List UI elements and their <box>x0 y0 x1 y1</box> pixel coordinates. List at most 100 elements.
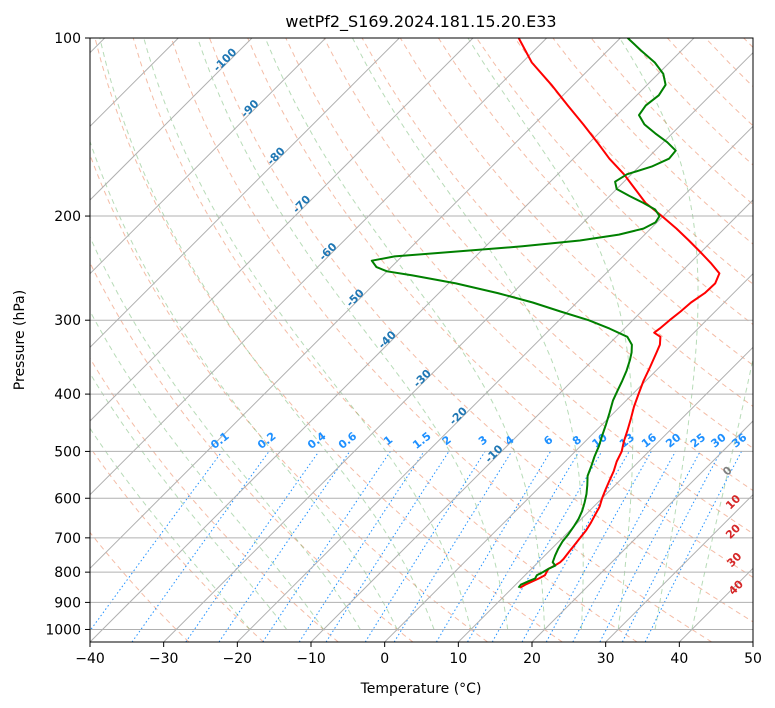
isotherm-line <box>678 567 753 642</box>
y-tick-label: 900 <box>54 595 81 611</box>
y-tick-label: 700 <box>54 531 81 547</box>
chart-title: wetPf2_S169.2024.181.15.20.E33 <box>285 12 556 32</box>
x-tick-label: 30 <box>597 651 615 667</box>
mixing-ratio-label: 8 <box>570 433 584 448</box>
y-tick-label: 500 <box>54 444 81 460</box>
y-tick-label: 1000 <box>45 622 81 638</box>
mixing-ratio-label: 0.6 <box>336 429 360 451</box>
mixing-ratio-line <box>90 451 223 632</box>
x-axis-ticks: −40 −30 −20 −10 0 10 20 30 40 50 <box>75 642 762 667</box>
mixing-ratio-label: 36 <box>729 431 749 451</box>
mixing-ratio-line <box>435 451 552 642</box>
moist-adiabat-line <box>691 356 753 630</box>
dry-adiabat-line <box>209 38 753 623</box>
mixing-ratio-line <box>572 451 676 642</box>
mixing-ratio-line <box>545 451 652 642</box>
temperature-profile-line <box>517 38 721 589</box>
dry-adiabat-line <box>90 531 190 642</box>
x-tick-label: −20 <box>223 651 253 667</box>
dry-adiabat-line <box>247 38 753 578</box>
x-tick-label: −30 <box>149 651 179 667</box>
dry-adiabat-label: -50 <box>344 286 367 309</box>
mixing-ratio-line <box>185 451 320 642</box>
dry-adiabat-label: -40 <box>376 328 399 351</box>
y-tick-label: 300 <box>54 313 81 329</box>
isotherm-line <box>90 38 548 496</box>
mixing-ratio-line <box>325 451 450 642</box>
mixing-ratio-line <box>364 451 486 642</box>
dry-adiabat-line <box>590 38 753 206</box>
dry-adiabat-line <box>90 261 414 642</box>
y-tick-label: 400 <box>54 387 81 403</box>
mixing-ratio-label: 3 <box>476 433 490 448</box>
y-tick-label: 800 <box>54 565 81 581</box>
moist-adiabat-line <box>90 427 251 630</box>
dry-adiabat-line <box>170 38 712 642</box>
dry-adiabat-label: -70 <box>290 193 313 216</box>
mixing-ratio-line <box>621 451 722 642</box>
moist-adiabat-line <box>197 38 509 630</box>
mixing-ratio-line <box>599 451 701 642</box>
moist-adiabat-label: 20 <box>723 521 743 541</box>
x-tick-label: 0 <box>380 651 389 667</box>
dry-adiabat-label: -80 <box>265 144 288 167</box>
isotherm-line <box>90 38 400 349</box>
moist-adiabat-line <box>264 38 545 630</box>
dry-adiabat-label: -30 <box>411 367 434 390</box>
y-axis-label: Pressure (hPa) <box>12 290 28 390</box>
x-tick-label: 40 <box>670 651 688 667</box>
isotherm-line <box>531 420 753 642</box>
moist-adiabat-label: 10 <box>723 492 743 512</box>
dry-adiabat-line <box>514 38 753 285</box>
mixing-ratio-label: 16 <box>639 431 659 451</box>
mixing-ratio-label: 0.2 <box>255 430 278 452</box>
moist-adiabat-line <box>467 38 634 630</box>
mixing-ratio-label: 4 <box>503 433 517 448</box>
mixing-ratio-label: 25 <box>688 431 708 451</box>
profile-series <box>370 38 721 589</box>
moist-adiabats <box>90 38 753 630</box>
y-axis-ticks: 100 200 300 400 500 600 700 800 900 1000 <box>45 31 90 638</box>
moist-adiabat-line <box>90 139 398 630</box>
isotherm-line <box>752 641 753 642</box>
dry-adiabat-label: -60 <box>316 240 339 263</box>
isotherm-line <box>163 51 753 642</box>
mixing-ratio-line <box>218 451 351 642</box>
dewpoint-profile-line <box>370 38 677 589</box>
x-tick-label: −10 <box>296 651 326 667</box>
dry-adiabat-line <box>705 38 753 88</box>
mixing-ratio-line <box>644 451 742 642</box>
mixing-ratio-line <box>393 451 513 642</box>
moist-adiabat-line <box>352 38 584 630</box>
moist-adiabat-line <box>90 372 288 630</box>
isobar-grid <box>90 38 753 630</box>
mixing-ratio-label: 0.4 <box>305 429 329 451</box>
y-tick-label: 200 <box>54 209 81 225</box>
moist-adiabat-line <box>143 38 472 630</box>
isotherm-line <box>90 38 327 275</box>
x-tick-label: −40 <box>75 651 105 667</box>
plot-frame <box>89 37 754 643</box>
mixing-ratio-label: 2 <box>440 433 454 448</box>
dry-adiabat-line <box>90 446 264 642</box>
moist-adiabat-label: 40 <box>726 577 746 597</box>
mixing-ratio-line <box>298 451 425 642</box>
isotherm-grid <box>90 38 753 642</box>
isotherm-line <box>90 38 621 570</box>
isotherm-line <box>605 493 753 642</box>
y-tick-label: 100 <box>54 31 81 47</box>
x-axis-label: Temperature (°C) <box>360 681 482 697</box>
mixing-ratio-label: 1.5 <box>410 430 433 452</box>
x-tick-label: 50 <box>744 651 762 667</box>
moist-adiabat-line <box>619 38 699 630</box>
moist-adiabat-line <box>90 235 361 630</box>
isotherm-line <box>310 199 753 642</box>
isotherm-line <box>90 38 253 201</box>
moist-adiabat-line <box>99 38 435 630</box>
mixing-ratio-label: 1 <box>381 433 395 448</box>
isotherm-line <box>90 38 474 422</box>
x-tick-label: 10 <box>449 651 467 667</box>
mixing-ratio-line <box>521 451 630 642</box>
dry-adiabat-line <box>94 38 563 642</box>
